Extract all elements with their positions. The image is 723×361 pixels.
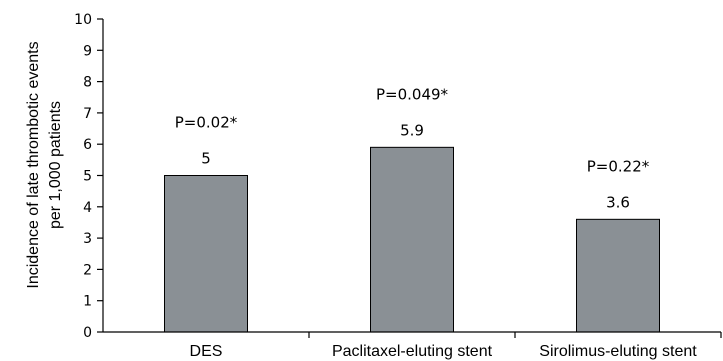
y-tick-label: 8 <box>83 75 92 91</box>
bar-3 <box>576 218 660 333</box>
y-tick-label: 5 <box>83 169 92 185</box>
y-tick-label: 3 <box>83 231 92 247</box>
bar-value-label: 5 <box>201 150 211 168</box>
y-tick-label: 6 <box>83 137 92 153</box>
y-tick-label: 9 <box>83 43 92 59</box>
y-tick-label: 1 <box>83 294 92 310</box>
x-axis-labels: DES Paclitaxel-eluting stent Sirolimus-elu… <box>190 343 698 360</box>
p-value-annotation: P=0.049* <box>376 85 449 103</box>
axes <box>102 19 721 333</box>
y-axis-title-line-2: per 1,000 patients <box>47 101 64 229</box>
p-value-annotation: P=0.22* <box>587 157 650 175</box>
x-category-label: Sirolimus-eluting stent <box>539 343 697 360</box>
y-tick-label: 7 <box>83 106 92 122</box>
y-axis-title: Incidence of late thrombotic events per … <box>25 41 64 288</box>
p-value-annotation: P=0.02* <box>175 114 238 132</box>
y-tick-label: 10 <box>74 12 92 28</box>
bar-1 <box>164 175 248 333</box>
bars <box>164 146 660 333</box>
y-axis-ticks: 0 1 2 3 4 5 6 7 8 9 10 <box>74 12 722 341</box>
x-category-label: DES <box>190 343 223 360</box>
y-tick-label: 2 <box>83 262 92 278</box>
bar-value-label: 5.9 <box>400 121 424 139</box>
bar-2 <box>370 146 454 333</box>
x-category-label: Paclitaxel-eluting stent <box>332 343 493 360</box>
y-axis-title-line-1: Incidence of late thrombotic events <box>25 41 42 288</box>
y-tick-label: 4 <box>83 200 92 216</box>
bar-value-label: 3.6 <box>606 193 630 211</box>
bar-labels: 5 P=0.02* 5.9 P=0.049* 3.6 P=0.22* <box>175 85 650 211</box>
y-tick-label: 0 <box>83 325 92 341</box>
